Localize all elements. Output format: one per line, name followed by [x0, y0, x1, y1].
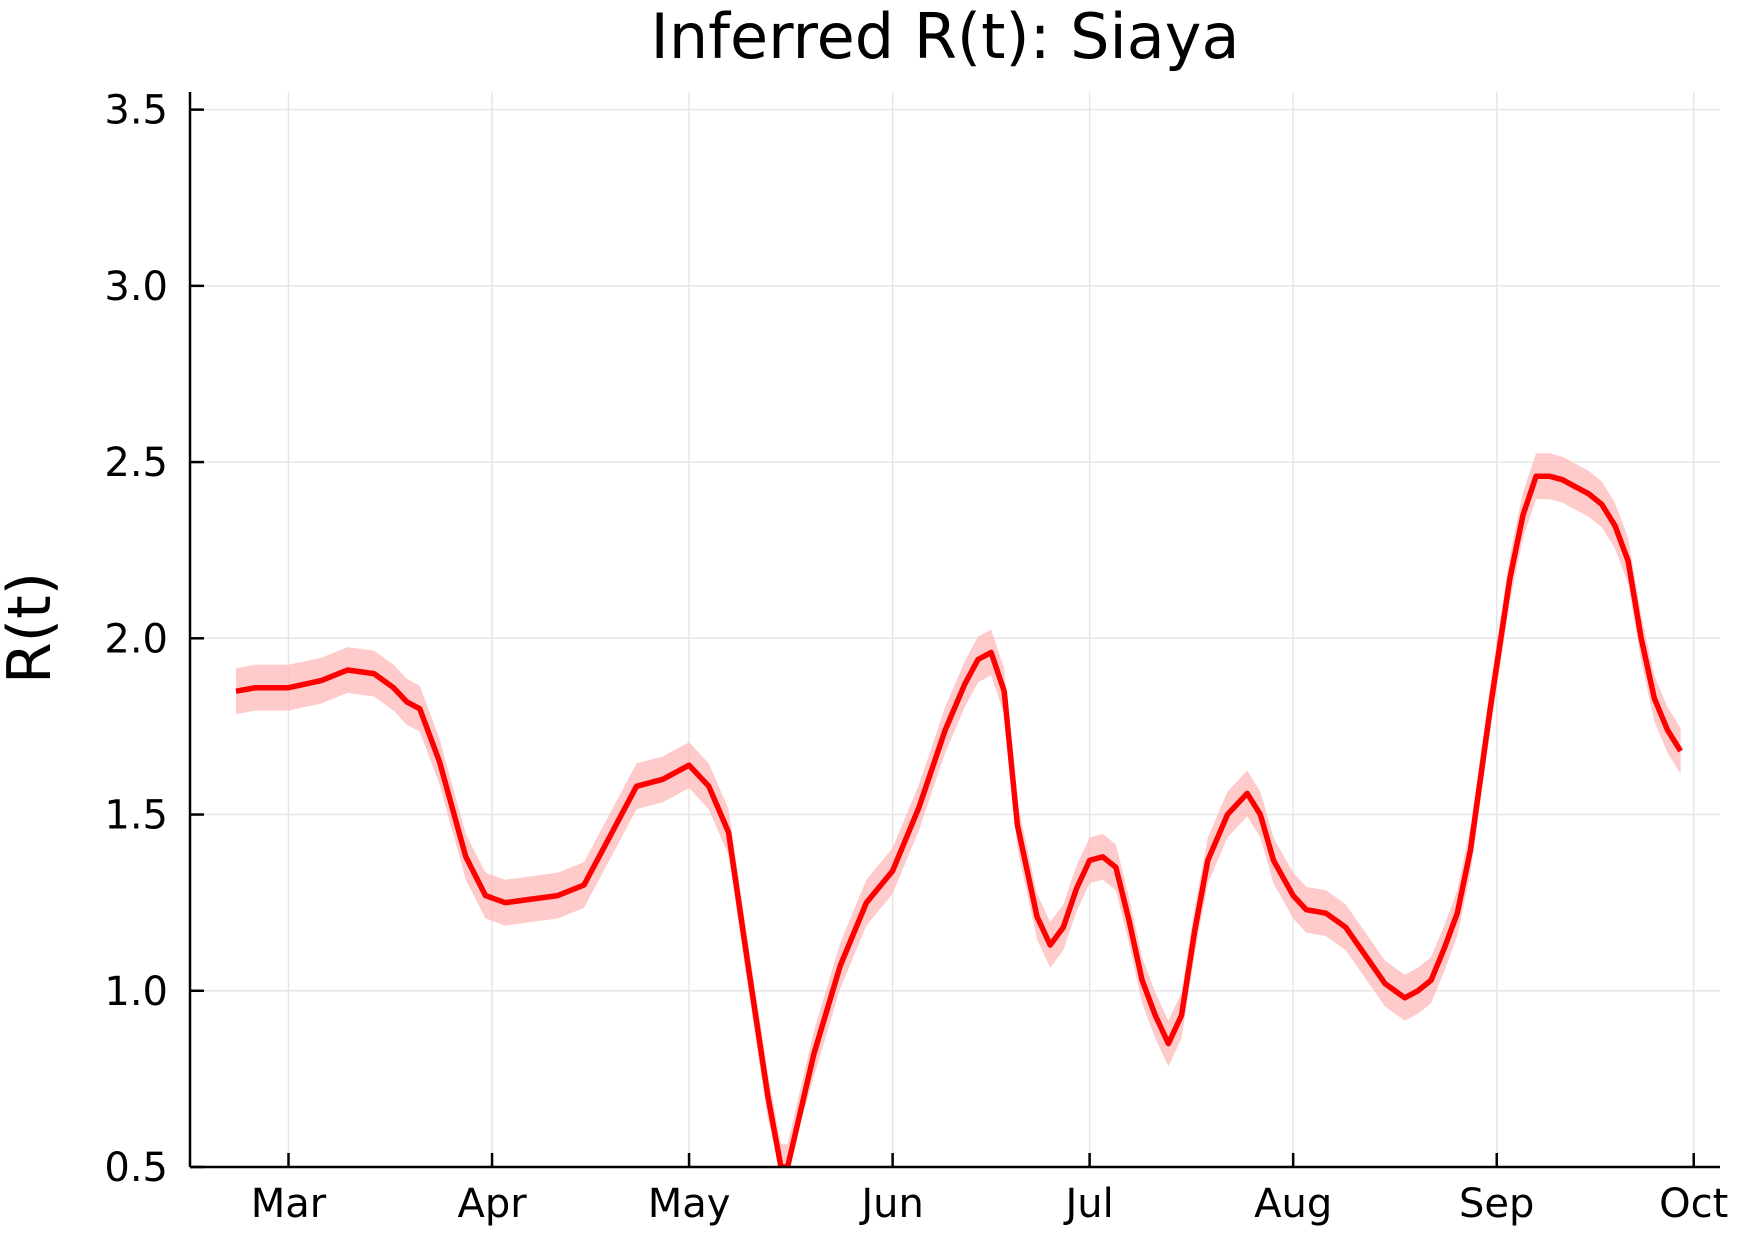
x-axis-ticks: Mar Apr May Jun Jul Aug Sep Oct: [251, 1153, 1728, 1227]
chart-title: Inferred R(t): Siaya: [651, 0, 1240, 73]
x-tick-label-5: Aug: [1254, 1181, 1332, 1227]
y-tick-label-2: 1.5: [104, 793, 168, 839]
y-tick-label-5: 3.0: [104, 264, 168, 310]
y-tick-label-6: 3.5: [104, 88, 168, 134]
y-axis-ticks: 0.5 1.0 1.5 2.0 2.5 3.0 3.5: [104, 88, 204, 1191]
y-tick-label-1: 1.0: [104, 969, 168, 1015]
x-tick-label-0: Mar: [251, 1181, 327, 1227]
series-line-group: [235, 473, 1683, 1167]
x-tick-label-2: May: [648, 1181, 731, 1227]
y-axis-label: R(t): [0, 572, 65, 684]
x-tick-label-4: Jul: [1062, 1181, 1113, 1227]
x-tick-label-1: Apr: [457, 1181, 527, 1227]
x-tick-label-3: Jun: [858, 1181, 924, 1227]
x-tick-label-6: Sep: [1459, 1181, 1534, 1227]
y-tick-label-4: 2.5: [104, 440, 168, 486]
x-tick-label-7: Oct: [1659, 1181, 1728, 1227]
y-tick-label-0: 0.5: [104, 1145, 168, 1191]
grid-lines: [190, 92, 1720, 1168]
axes: [188, 92, 1720, 1169]
y-tick-label-3: 2.0: [104, 616, 168, 662]
series-line: [235, 473, 1683, 1167]
